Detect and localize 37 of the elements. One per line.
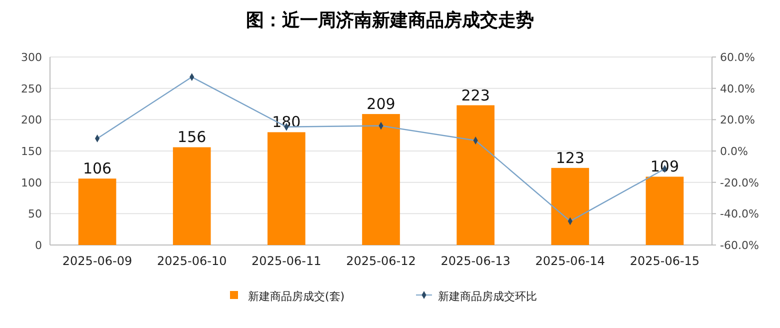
y2-tick-label: -40.0% <box>720 208 759 221</box>
bar <box>78 178 116 245</box>
data-label: 106 <box>82 160 112 178</box>
data-label: 223 <box>461 86 490 104</box>
bar <box>646 176 684 245</box>
data-label: 156 <box>178 128 206 146</box>
data-label: 209 <box>366 95 396 114</box>
y-tick-label: 150 <box>21 145 42 158</box>
bar <box>362 114 400 245</box>
bar <box>268 132 306 245</box>
chart-title: 图：近一周济南新建商品房成交走势 <box>246 10 534 31</box>
y2-tick-label: 20.0% <box>720 114 755 127</box>
y-tick-label: 50 <box>28 208 42 221</box>
x-tick-label: 2025-06-10 <box>156 254 227 268</box>
x-tick-label: 2025-06-13 <box>440 254 510 268</box>
y2-tick-label: 0.0% <box>720 145 748 158</box>
x-tick-label: 2025-06-12 <box>346 254 416 268</box>
y-tick-label: 200 <box>21 114 42 127</box>
y2-tick-label: -60.0% <box>720 239 759 252</box>
data-label: 109 <box>650 158 680 176</box>
legend-label: 新建商品房成交环比 <box>438 290 537 303</box>
y2-tick-label: 40.0% <box>720 82 755 96</box>
y2-tick-label: -20.0% <box>720 176 759 190</box>
y-tick-label: 100 <box>21 176 42 190</box>
y-tick-label: 0 <box>35 239 42 252</box>
x-tick-label: 2025-06-15 <box>630 254 700 268</box>
legend-label: 新建商品房成交(套) <box>248 290 345 303</box>
bar <box>456 105 494 245</box>
bar <box>551 168 590 245</box>
data-label: 123 <box>556 148 584 167</box>
y-tick-label: 250 <box>21 82 42 96</box>
y2-tick-label: 60.0% <box>720 51 755 64</box>
y-tick-label: 300 <box>21 51 42 64</box>
x-tick-label: 2025-06-14 <box>535 254 606 268</box>
x-tick-label: 2025-06-11 <box>252 254 322 268</box>
bar <box>172 147 211 245</box>
x-tick-label: 2025-06-09 <box>62 254 132 268</box>
